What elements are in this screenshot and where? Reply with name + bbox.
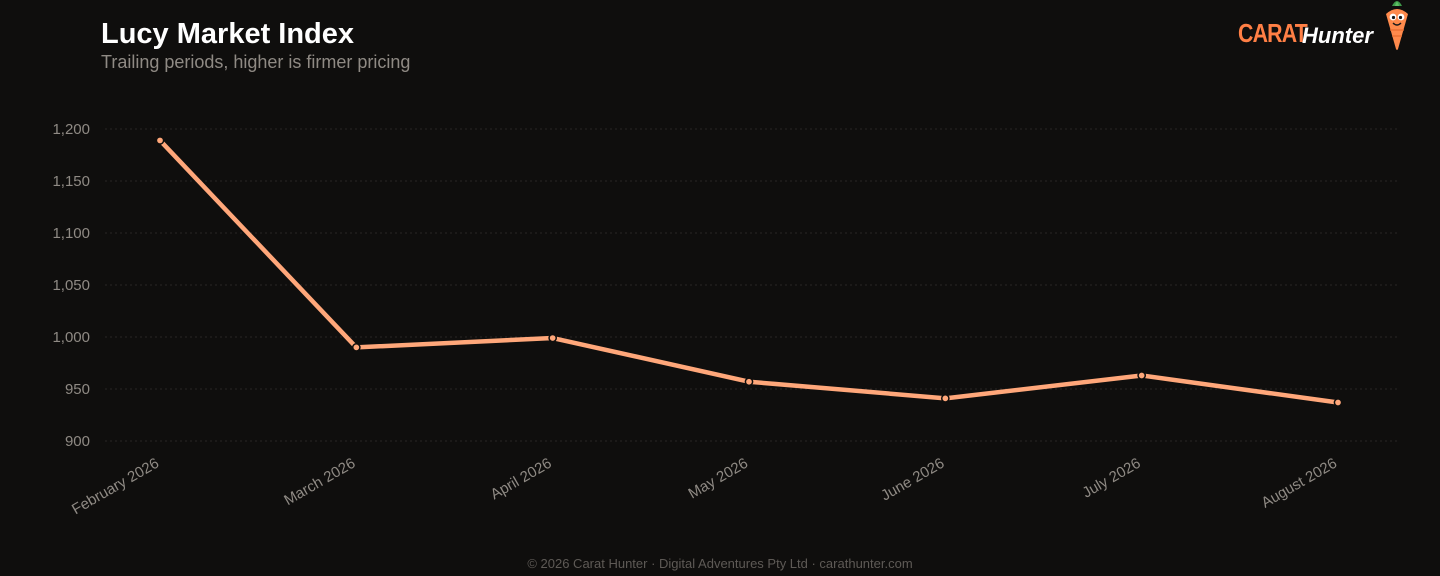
series-line xyxy=(157,138,1341,405)
logo-hunter-text: Hunter xyxy=(1302,23,1373,48)
x-tick-label: April 2026 xyxy=(488,455,555,503)
brand-logo: CARAT Hunter xyxy=(1236,0,1416,60)
y-tick-label: 1,200 xyxy=(52,121,90,138)
carrot-mascot-icon xyxy=(1386,1,1408,50)
logo-carat-text: CARAT xyxy=(1238,18,1308,48)
data-point xyxy=(940,394,950,403)
data-point xyxy=(155,136,165,145)
x-tick-label: February 2026 xyxy=(69,455,162,519)
y-tick-label: 900 xyxy=(65,433,90,450)
y-tick-label: 1,100 xyxy=(52,225,90,242)
x-tick-label: July 2026 xyxy=(1080,455,1144,502)
y-tick-label: 1,150 xyxy=(52,173,90,190)
x-tick-label: March 2026 xyxy=(281,455,358,509)
x-tick-label: August 2026 xyxy=(1259,455,1340,512)
chart-title: Lucy Market Index xyxy=(101,18,355,50)
data-point xyxy=(351,343,361,352)
chart-subtitle: Trailing periods, higher is firmer prici… xyxy=(101,52,411,72)
data-point xyxy=(548,333,558,343)
y-tick-label: 1,050 xyxy=(52,277,90,294)
data-point xyxy=(1333,398,1343,407)
x-tick-label: May 2026 xyxy=(685,455,751,503)
footer-text: © 2026 Carat Hunter · Digital Adventures… xyxy=(527,556,913,571)
data-point xyxy=(744,377,754,387)
y-tick-label: 950 xyxy=(65,381,90,398)
data-point xyxy=(1137,371,1147,380)
x-tick-label: June 2026 xyxy=(878,455,947,505)
y-tick-label: 1,000 xyxy=(52,329,90,346)
